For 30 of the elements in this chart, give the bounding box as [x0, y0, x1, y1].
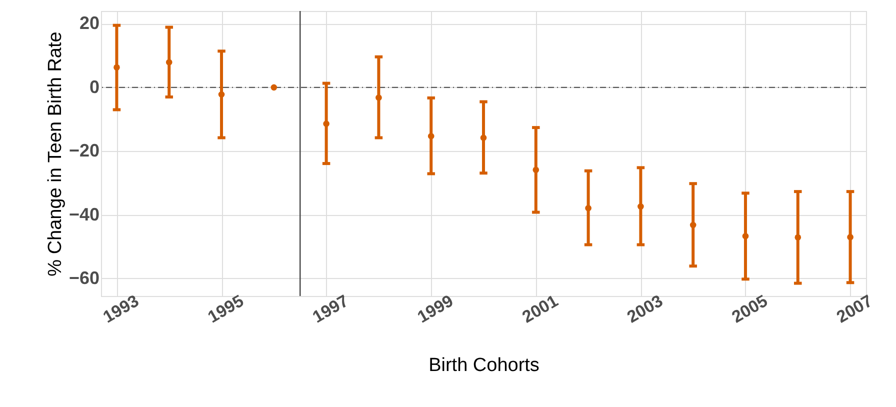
point — [323, 120, 330, 127]
point — [638, 203, 644, 210]
x-tick-label: 2003 — [624, 291, 666, 327]
x-tick-label: 2005 — [728, 291, 771, 327]
point — [794, 234, 802, 241]
x-tick-label: 2007 — [833, 291, 876, 327]
y-tick-label: 20 — [79, 13, 100, 34]
point — [376, 94, 382, 101]
y-tick-label: 0 — [89, 76, 100, 97]
point — [428, 132, 434, 140]
point — [166, 59, 172, 66]
x-tick-label: 2001 — [519, 291, 562, 327]
point — [270, 84, 278, 91]
point — [532, 166, 540, 174]
x-axis-title: Birth Cohorts — [428, 354, 540, 376]
point — [742, 232, 749, 240]
y-tick-label: −60 — [68, 268, 100, 288]
x-tick-label: 1995 — [204, 291, 247, 327]
y-tick-label: −40 — [68, 204, 100, 224]
x-tick-label: 1999 — [414, 291, 456, 327]
y-tick-label: −20 — [68, 140, 100, 161]
point — [690, 222, 696, 228]
point — [585, 204, 592, 212]
point — [218, 91, 225, 98]
y-axis-title: % Change in Teen Birth Rate — [44, 32, 66, 276]
point — [114, 64, 120, 71]
x-tick-label: 1997 — [309, 291, 352, 327]
point — [480, 134, 487, 141]
x-tick-label: 1993 — [100, 291, 142, 327]
point — [847, 234, 854, 240]
